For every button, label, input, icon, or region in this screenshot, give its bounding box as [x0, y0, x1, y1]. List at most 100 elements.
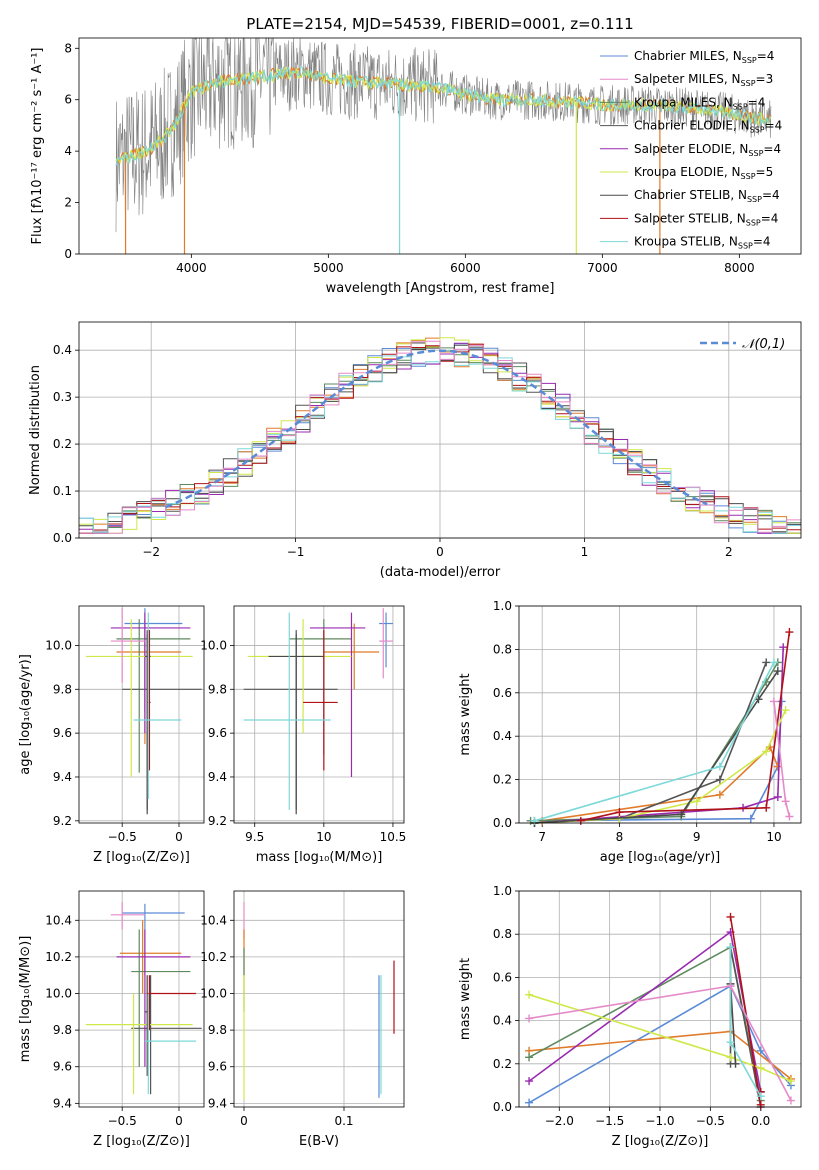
- weight-marker: [530, 816, 539, 825]
- y-tick-label: 10.0: [200, 987, 227, 1001]
- y-axis-label: mass weight: [458, 958, 473, 1040]
- x-tick-label: −0.5: [108, 1114, 137, 1128]
- data-point: [131, 929, 191, 1067]
- y-tick-label: 1.0: [493, 599, 512, 613]
- panel-age-vs-Z: −0.5 0 9.2 9.4 9.6 9.8 10.0 Z [log₁₀(Z/Z⊙)] age …: [18, 605, 205, 865]
- x-tick-label: 7000: [587, 261, 618, 275]
- data-point: [110, 901, 145, 930]
- y-tick-label: 1.0: [493, 884, 512, 898]
- x-tick-label: 0: [175, 830, 183, 844]
- y-tick-label: 10.0: [45, 638, 72, 652]
- y-tick-label: 0.6: [493, 970, 512, 984]
- data-point: [310, 612, 366, 777]
- weight-marker: [785, 628, 794, 637]
- data-point: [144, 993, 197, 1095]
- panel-age-vs-mass: 9.5 10 10.5 9.2 9.4 9.6 9.8 10.0 mass [log₁₀(M/M…: [200, 605, 406, 865]
- x-axis-label: wavelength [Angstrom, rest frame]: [326, 281, 555, 296]
- weight-marker: [773, 792, 782, 801]
- x-tick-label: 0: [175, 1114, 183, 1128]
- data-point: [131, 975, 202, 1095]
- y-tick-label: 0.3: [53, 390, 72, 404]
- x-axis-label: (data-model)/error: [380, 565, 501, 580]
- panel-mass-vs-ebv: 0 0.1 9.4 9.6 9.8 10.0 10.2 10.4 E(B-V): [200, 890, 405, 1149]
- legend-label: Chabrier MILES, NSSP=4: [634, 49, 774, 65]
- y-tick-label: 0.4: [493, 1014, 512, 1028]
- plot-area: [243, 608, 393, 815]
- axes-frame: [518, 605, 802, 824]
- y-tick-label: 9.2: [208, 814, 227, 828]
- plot-area: [525, 912, 795, 1111]
- axes-frame: [78, 37, 802, 255]
- legend-label: Chabrier ELODIE, NSSP=4: [634, 119, 782, 135]
- weight-marker: [615, 808, 624, 817]
- weight-marker: [726, 1053, 735, 1062]
- weight-marker: [731, 1059, 740, 1068]
- weight-marker: [715, 775, 724, 784]
- weight-series: [534, 662, 775, 822]
- legend-label: Kroupa ELODIE, NSSP=5: [634, 165, 773, 181]
- x-axis-label: mass [log₁₀(M/M⊙)]: [256, 850, 383, 865]
- x-axis-label: Z [log₁₀(Z/Z⊙)]: [612, 1134, 709, 1149]
- x-axis-label: age [log₁₀(age/yr)]: [600, 850, 721, 865]
- y-tick-label: 9.4: [208, 770, 227, 784]
- y-tick-label: 0.8: [493, 927, 512, 941]
- y-tick-label: 6: [64, 93, 72, 107]
- weight-series: [729, 947, 762, 1108]
- y-tick-label: 2: [64, 196, 72, 210]
- y-tick-label: 0.2: [493, 773, 512, 787]
- panel-spectrum: 4000 5000 6000 7000 8000 0 2 4 6 8 wavelength [Ang…: [30, 37, 802, 296]
- x-axis-label: Z [log₁₀(Z/Z⊙)]: [93, 1134, 190, 1149]
- y-tick-label: 9.2: [53, 814, 72, 828]
- weight-marker: [781, 706, 790, 715]
- y-tick-label: 10.0: [45, 987, 72, 1001]
- legend-label: Salpeter MILES, NSSP=3: [634, 72, 773, 88]
- x-tick-label: 0.0: [751, 1114, 770, 1128]
- panel-weight-vs-Z: −2.0 −1.5 −1.0 −0.5 0.0 0.0 0.2 0.4 0.6 0.8 1.0 Z […: [458, 884, 802, 1149]
- x-tick-label: 8: [616, 830, 624, 844]
- weight-marker: [726, 1038, 735, 1047]
- axes-frame: [78, 321, 802, 539]
- y-tick-label: 9.8: [208, 1023, 227, 1037]
- y-tick-label: 9.6: [208, 726, 227, 740]
- x-tick-label: 9: [693, 830, 701, 844]
- weight-marker: [726, 982, 735, 991]
- weight-series: [534, 670, 779, 824]
- weight-marker: [525, 1053, 534, 1062]
- y-tick-label: 0.0: [493, 816, 512, 830]
- x-tick-label: 1: [581, 545, 589, 559]
- weight-marker: [756, 1064, 765, 1073]
- x-tick-label: −1.5: [595, 1114, 624, 1128]
- y-tick-label: 10.2: [45, 950, 72, 964]
- x-tick-label: 5000: [313, 261, 344, 275]
- y-tick-label: 0.0: [53, 531, 72, 545]
- data-point: [379, 608, 393, 679]
- weight-marker: [756, 1092, 765, 1101]
- x-tick-label: −0.5: [108, 830, 137, 844]
- y-tick-label: 10.4: [45, 913, 72, 927]
- y-tick-label: 0: [64, 247, 72, 261]
- plot-area: [85, 608, 202, 815]
- legend-label: 𝒩(0,1): [742, 337, 785, 352]
- weight-marker: [769, 697, 778, 706]
- weight-marker: [746, 814, 755, 823]
- weight-marker: [769, 658, 778, 667]
- weight-series: [580, 631, 791, 822]
- legend-label: Kroupa STELIB, NSSP=4: [634, 235, 771, 251]
- weight-marker: [762, 747, 771, 756]
- y-tick-label: 8: [64, 41, 72, 55]
- plot-area: [243, 901, 395, 1100]
- x-tick-label: 4000: [176, 261, 207, 275]
- weight-marker: [677, 810, 686, 819]
- x-tick-label: 0: [240, 1114, 248, 1128]
- data-point: [303, 630, 338, 771]
- x-axis-label: E(B-V): [299, 1134, 339, 1149]
- x-tick-label: 0: [436, 545, 444, 559]
- y-tick-label: 0.2: [493, 1057, 512, 1071]
- weight-marker: [754, 695, 763, 704]
- axes-frame: [233, 605, 405, 824]
- data-spectrum: [115, 37, 772, 233]
- spectrum-legend: Chabrier MILES, NSSP=4 Salpeter MILES, NS…: [600, 49, 782, 251]
- axes-frame: [518, 890, 802, 1108]
- x-tick-label: 8000: [724, 261, 755, 275]
- data-point: [85, 993, 193, 1095]
